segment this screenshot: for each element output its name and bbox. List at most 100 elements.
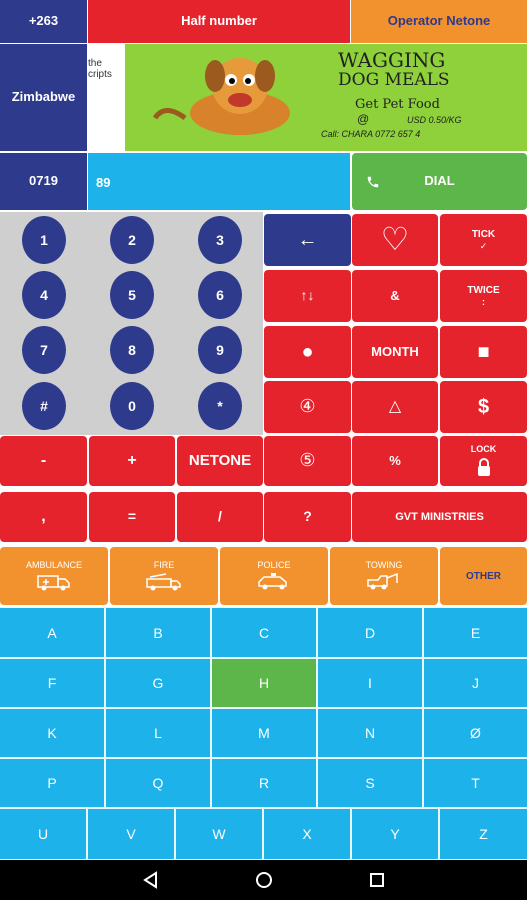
key-5[interactable]: 5 (110, 271, 154, 319)
key-hash[interactable]: # (22, 382, 66, 430)
ad-banner[interactable]: WAGGING DOG MEALS Get Pet Food @ USD 0.5… (125, 44, 527, 151)
key-s[interactable]: S (318, 759, 422, 807)
key-9[interactable]: 9 (198, 326, 242, 374)
equals-button[interactable]: = (89, 492, 175, 542)
comma-button[interactable]: , (0, 492, 87, 542)
recents-nav-icon[interactable] (369, 872, 385, 888)
dollar-button[interactable]: $ (440, 381, 527, 433)
key-t[interactable]: T (424, 759, 527, 807)
home-nav-icon[interactable] (255, 871, 273, 889)
gvt-ministries-button[interactable]: GVT MINISTRIES (352, 492, 527, 542)
key-8[interactable]: 8 (110, 326, 154, 374)
towing-button[interactable]: TOWING (330, 547, 438, 605)
key-i[interactable]: I (318, 659, 422, 707)
lock-button[interactable]: LOCK (440, 436, 527, 486)
country-label: Zimbabwe (11, 89, 76, 105)
key-l[interactable]: L (106, 709, 210, 757)
equals-label: = (127, 508, 137, 525)
back-nav-icon[interactable] (142, 871, 160, 889)
key-v[interactable]: V (88, 809, 174, 859)
dot-button[interactable]: ● (264, 326, 351, 378)
key-o-slash[interactable]: Ø (424, 709, 527, 757)
operator-button[interactable]: Operator Netone (351, 0, 527, 43)
key-m[interactable]: M (212, 709, 316, 757)
towing-label: TOWING (365, 559, 403, 570)
key-n[interactable]: N (318, 709, 422, 757)
ambulance-icon (37, 575, 70, 591)
key-g[interactable]: G (106, 659, 210, 707)
half-number-button[interactable]: Half number (88, 0, 350, 43)
key-6[interactable]: 6 (198, 271, 242, 319)
other-label: OTHER (466, 570, 501, 582)
tick-button[interactable]: TICK ✓ (440, 214, 527, 266)
netone-button[interactable]: NETONE (177, 436, 263, 486)
ad-left-text-1: the (88, 58, 102, 69)
key-j[interactable]: J (424, 659, 527, 707)
slash-label: / (218, 508, 222, 525)
country-button[interactable]: Zimbabwe (0, 44, 87, 151)
key-f[interactable]: F (0, 659, 104, 707)
key-0[interactable]: 0 (110, 382, 154, 430)
number-input-value: 89 (96, 175, 111, 190)
favorite-button[interactable]: ♡ (352, 214, 438, 266)
number-input[interactable]: 89 (88, 153, 350, 210)
key-p[interactable]: P (0, 759, 104, 807)
triangle-button[interactable]: △ (352, 381, 438, 433)
key-d[interactable]: D (318, 608, 422, 657)
heart-icon: ♡ (380, 221, 410, 258)
tow-truck-icon (367, 573, 398, 590)
ad-left-text-2: cripts (88, 69, 112, 80)
police-button[interactable]: POLICE (220, 547, 328, 605)
circled-four-icon: ④ (299, 396, 316, 417)
key-q[interactable]: Q (106, 759, 210, 807)
key-1[interactable]: 1 (22, 216, 66, 264)
half-number-label: Half number (181, 13, 257, 29)
ad-left-fragment: the cripts (88, 44, 125, 151)
ad-brand-line-2: DOG MEALS (338, 70, 450, 90)
key-y[interactable]: Y (352, 809, 438, 859)
key-b[interactable]: B (106, 608, 210, 657)
key-7[interactable]: 7 (22, 326, 66, 374)
key-4[interactable]: 4 (22, 271, 66, 319)
fire-button[interactable]: FIRE (110, 547, 218, 605)
key-h[interactable]: H (212, 659, 316, 707)
key-a[interactable]: A (0, 608, 104, 657)
key-2[interactable]: 2 (110, 216, 154, 264)
key-k[interactable]: K (0, 709, 104, 757)
operator-label: Operator Netone (387, 13, 491, 29)
key-x[interactable]: X (264, 809, 350, 859)
dot-icon: ● (301, 341, 314, 363)
twice-sub: : (482, 296, 485, 307)
four-circle-button[interactable]: ④ (264, 381, 351, 433)
key-w[interactable]: W (176, 809, 262, 859)
netone-label: NETONE (188, 451, 252, 469)
slash-button[interactable]: / (177, 492, 263, 542)
plus-button[interactable]: + (89, 436, 175, 486)
country-code-button[interactable]: +263 (0, 0, 87, 43)
swap-button[interactable]: ↑↓ (264, 270, 351, 322)
key-u[interactable]: U (0, 809, 86, 859)
square-button[interactable]: ■ (440, 326, 527, 378)
question-button[interactable]: ? (264, 492, 351, 542)
comma-label: , (41, 508, 46, 526)
percent-button[interactable]: % (352, 436, 438, 486)
prefix-button[interactable]: 0719 (0, 153, 87, 210)
five-circle-button[interactable]: ⑤ (264, 436, 351, 486)
key-star[interactable]: * (198, 382, 242, 430)
key-r[interactable]: R (212, 759, 316, 807)
dog-icon (152, 58, 290, 135)
key-e[interactable]: E (424, 608, 527, 657)
twice-button[interactable]: TWICE : (440, 270, 527, 322)
lock-label: LOCK (470, 444, 497, 455)
month-button[interactable]: MONTH (352, 326, 438, 378)
backspace-button[interactable]: ← (264, 214, 351, 266)
key-3[interactable]: 3 (198, 216, 242, 264)
key-z[interactable]: Z (440, 809, 527, 859)
ambulance-button[interactable]: AMBULANCE (0, 547, 108, 605)
ampersand-button[interactable]: & (352, 270, 438, 322)
key-c[interactable]: C (212, 608, 316, 657)
dial-button[interactable]: DIAL (352, 153, 527, 210)
minus-button[interactable]: - (0, 436, 87, 486)
ad-slogan: Get Pet Food (355, 97, 440, 112)
other-button[interactable]: OTHER (440, 547, 527, 605)
